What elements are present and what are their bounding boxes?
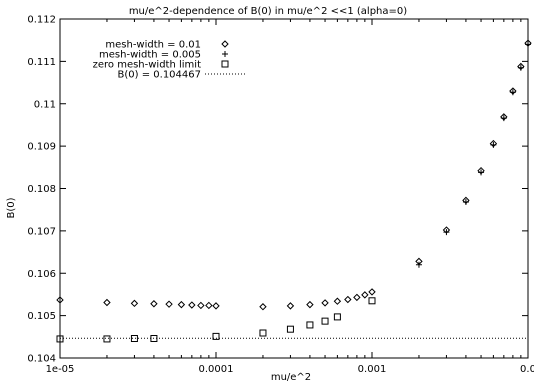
data-point-diamond (259, 303, 267, 311)
x-tick-label: 0.001 (358, 364, 387, 375)
y-tick-label: 0.108 (27, 184, 56, 195)
data-point-diamond (103, 298, 111, 307)
chart-title: mu/e^2-dependence of B(0) in mu/e^2 <<1 … (129, 6, 407, 17)
data-point-square (306, 321, 314, 329)
y-tick-label: 0.104 (27, 354, 56, 365)
data-point-diamond (333, 297, 342, 305)
data-point-plus (525, 41, 531, 48)
data-point-plus (443, 229, 450, 236)
data-point-diamond (150, 300, 158, 308)
data-point-square (56, 335, 64, 343)
data-point-diamond (361, 291, 369, 299)
legend-sample-square (221, 60, 229, 68)
data-point-plus (462, 199, 469, 206)
legend-label: mesh-width = 0.005 (99, 50, 201, 61)
legend-label: mesh-width = 0.01 (105, 40, 201, 51)
data-point-square (103, 335, 111, 343)
data-point-diamond (212, 302, 220, 310)
data-point-plus (509, 89, 516, 96)
data-point-diamond (177, 300, 186, 309)
y-tick-label: 0.112 (27, 15, 56, 26)
x-tick-label: 0.0 (520, 364, 534, 375)
data-point-diamond (56, 296, 64, 304)
y-axis-label: B(0) (6, 197, 17, 218)
data-point-diamond (286, 302, 295, 310)
data-points (56, 39, 532, 343)
data-point-diamond (321, 299, 329, 307)
data-point-square (259, 329, 267, 337)
data-point-square (150, 335, 158, 343)
data-point-diamond (165, 300, 173, 308)
x-tick-label: 0.0001 (199, 364, 234, 375)
x-axis: 1e-05 0.0001 0.001 0.0 (46, 19, 534, 375)
y-tick-label: 0.109 (27, 142, 56, 153)
y-tick-label: 0.107 (27, 226, 56, 237)
x-axis-label: mu/e^2 (271, 372, 311, 383)
data-point-diamond (353, 293, 361, 302)
data-point-plus (517, 64, 524, 71)
data-point-diamond (344, 295, 352, 304)
data-point-diamond (188, 301, 196, 309)
y-tick-label: 0.106 (27, 269, 56, 280)
data-point-plus (415, 261, 422, 268)
data-point-plus (490, 141, 497, 148)
x-tick-label: 1e-05 (46, 364, 75, 375)
data-point-diamond (130, 299, 139, 308)
data-point-diamond (197, 301, 205, 310)
y-tick-label: 0.111 (27, 57, 56, 68)
y-axis: 0.104 0.105 0.106 0.107 0.108 0.109 0.11 0.111 0… (27, 15, 528, 365)
y-tick-label: 0.11 (34, 99, 56, 110)
data-point-diamond (205, 301, 213, 310)
data-point-plus (500, 115, 507, 122)
legend-label: zero mesh-width limit (93, 60, 201, 71)
data-point-square (321, 317, 329, 325)
legend-sample-plus (222, 51, 228, 57)
data-point-square (333, 313, 341, 321)
legend-sample-diamond (221, 40, 229, 48)
data-point-square (212, 332, 220, 340)
data-point-diamond (368, 288, 376, 296)
data-point-plus (478, 169, 485, 176)
data-point-square (368, 297, 376, 305)
data-point-square (286, 325, 294, 333)
legend-label: B(0) = 0.104467 (118, 70, 201, 81)
data-point-diamond (306, 300, 314, 309)
y-tick-label: 0.105 (27, 311, 56, 322)
data-point-square (130, 335, 138, 343)
